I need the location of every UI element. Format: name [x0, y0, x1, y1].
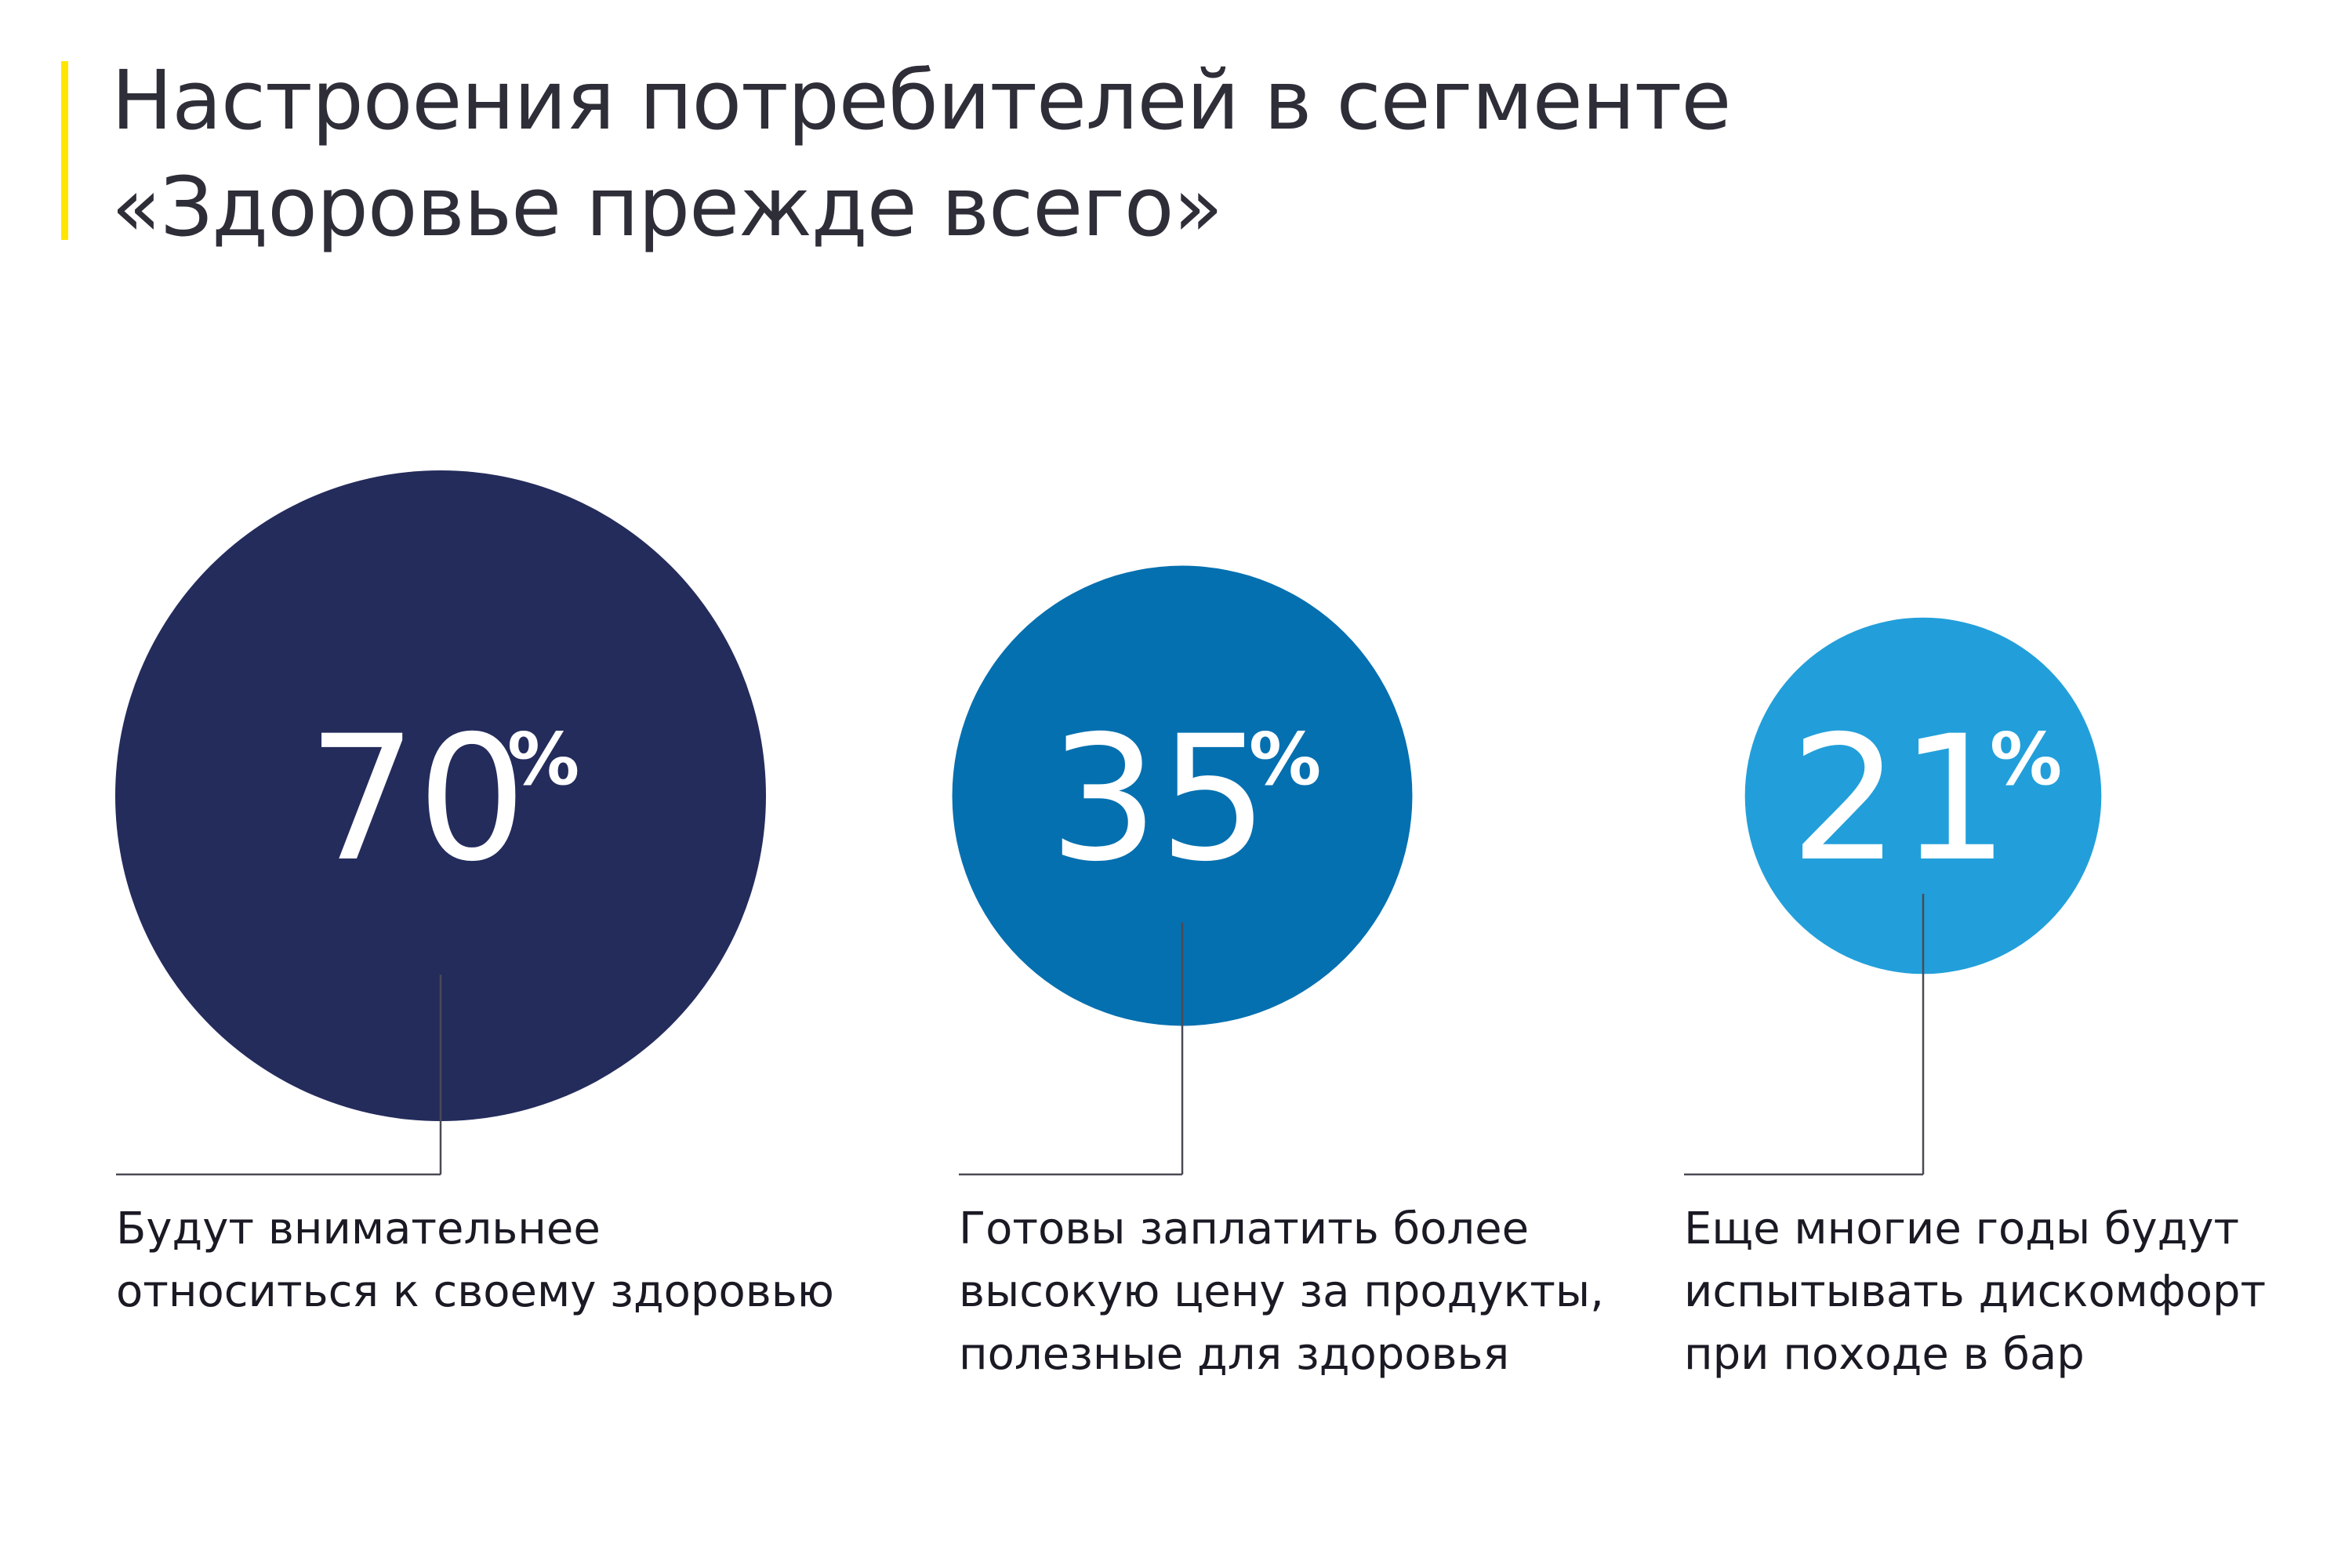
description-line: Еще многие годы будут [1684, 1203, 2240, 1254]
bubble-value-label: 35 [1049, 699, 1269, 899]
bubble-percent-sign: % [507, 717, 579, 801]
description-line: Готовы заплатить более [959, 1203, 1530, 1254]
bubble-3 [1744, 617, 2102, 975]
description-line: при походе в бар [1684, 1329, 2085, 1380]
title-accent-bar [61, 61, 68, 240]
description-line: относиться к своему здоровью [116, 1266, 834, 1317]
bubble-percent-sign: % [1990, 717, 2062, 801]
title-line-2: «Здоровье прежде всего» [111, 159, 1223, 255]
bubble-value-label: 21 [1790, 699, 2009, 899]
description-line: полезные для здоровья [959, 1329, 1510, 1380]
bubble-1 [115, 470, 766, 1121]
description-line: Будут внимательнее [116, 1203, 601, 1254]
bubble-value-label: 70 [307, 699, 527, 899]
bubble-2 [952, 565, 1413, 1026]
description-line: испытывать дискомфорт [1684, 1266, 2267, 1317]
bubble-percent-sign: % [1249, 717, 1321, 801]
title-line-1: Настроения потребителей в сегменте [111, 53, 1731, 148]
bubble-description-3: Еще многие годы будут испытывать дискомф… [1684, 1198, 2352, 1386]
bubble-description-1: Будут внимательнее относиться к своему з… [116, 1198, 834, 1323]
bubble-description-2: Готовы заплатить более высокую цену за п… [959, 1198, 1664, 1386]
description-line: высокую цену за продукты, [959, 1266, 1604, 1317]
page-title: Настроения потребителей в сегменте «Здор… [111, 47, 1993, 260]
